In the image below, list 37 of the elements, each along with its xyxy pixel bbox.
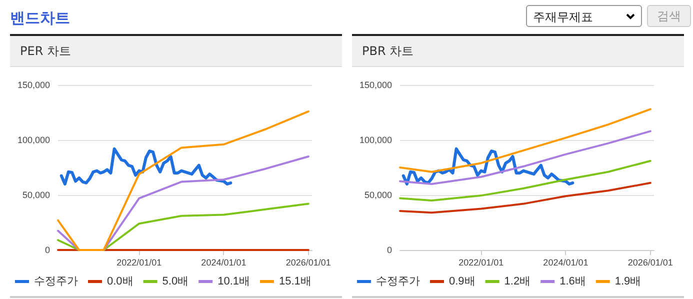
y-tick-label: 100,000: [17, 135, 50, 145]
y-tick-label: 100,000: [359, 135, 392, 145]
legend-label: 수정주가: [34, 276, 78, 288]
text: 밴드차트: [10, 9, 70, 28]
line-series: [399, 182, 652, 214]
legend-label: 0.9배: [449, 276, 476, 288]
y-tick-label: 50,000: [22, 190, 50, 200]
x-tick-label: 2022/01/01: [116, 258, 162, 268]
x-tick-label: 2026/01/01: [286, 258, 331, 268]
legend-label: 10.1배: [218, 276, 250, 288]
y-tick-label: 50,000: [364, 190, 392, 200]
x-tick-label: 2024/01/01: [201, 258, 246, 268]
chart-title: PER 차트: [10, 34, 342, 67]
line-series: [399, 160, 652, 202]
line-series: [399, 130, 652, 185]
x-tick-label: 2026/01/01: [628, 258, 673, 268]
legend-label: 1.9배: [614, 276, 642, 288]
legend-label: 1.6배: [560, 276, 586, 288]
y-tick-label: 0: [44, 245, 50, 255]
line-series: [399, 108, 652, 173]
legend-label: 0.0배: [107, 276, 134, 288]
line-series: [57, 202, 310, 251]
line-series: [57, 156, 310, 251]
x-tick-label: 2022/01/01: [458, 258, 504, 268]
x-tick-label: 2024/01/01: [543, 258, 588, 268]
line-series: [60, 147, 232, 186]
legend-label: 수정주가: [376, 276, 420, 288]
line-series: [57, 110, 310, 251]
y-tick-label: 150,000: [17, 80, 50, 90]
text: 주재무제표: [526, 5, 642, 27]
legend-label: 1.2배: [504, 276, 531, 288]
chart-title: PBR 차트: [352, 34, 684, 67]
legend-label: 5.0배: [162, 276, 189, 288]
text: 검색: [647, 5, 691, 27]
y-tick-label: 150,000: [359, 80, 392, 90]
legend-label: 15.1배: [278, 276, 312, 288]
y-tick-label: 0: [386, 245, 392, 255]
